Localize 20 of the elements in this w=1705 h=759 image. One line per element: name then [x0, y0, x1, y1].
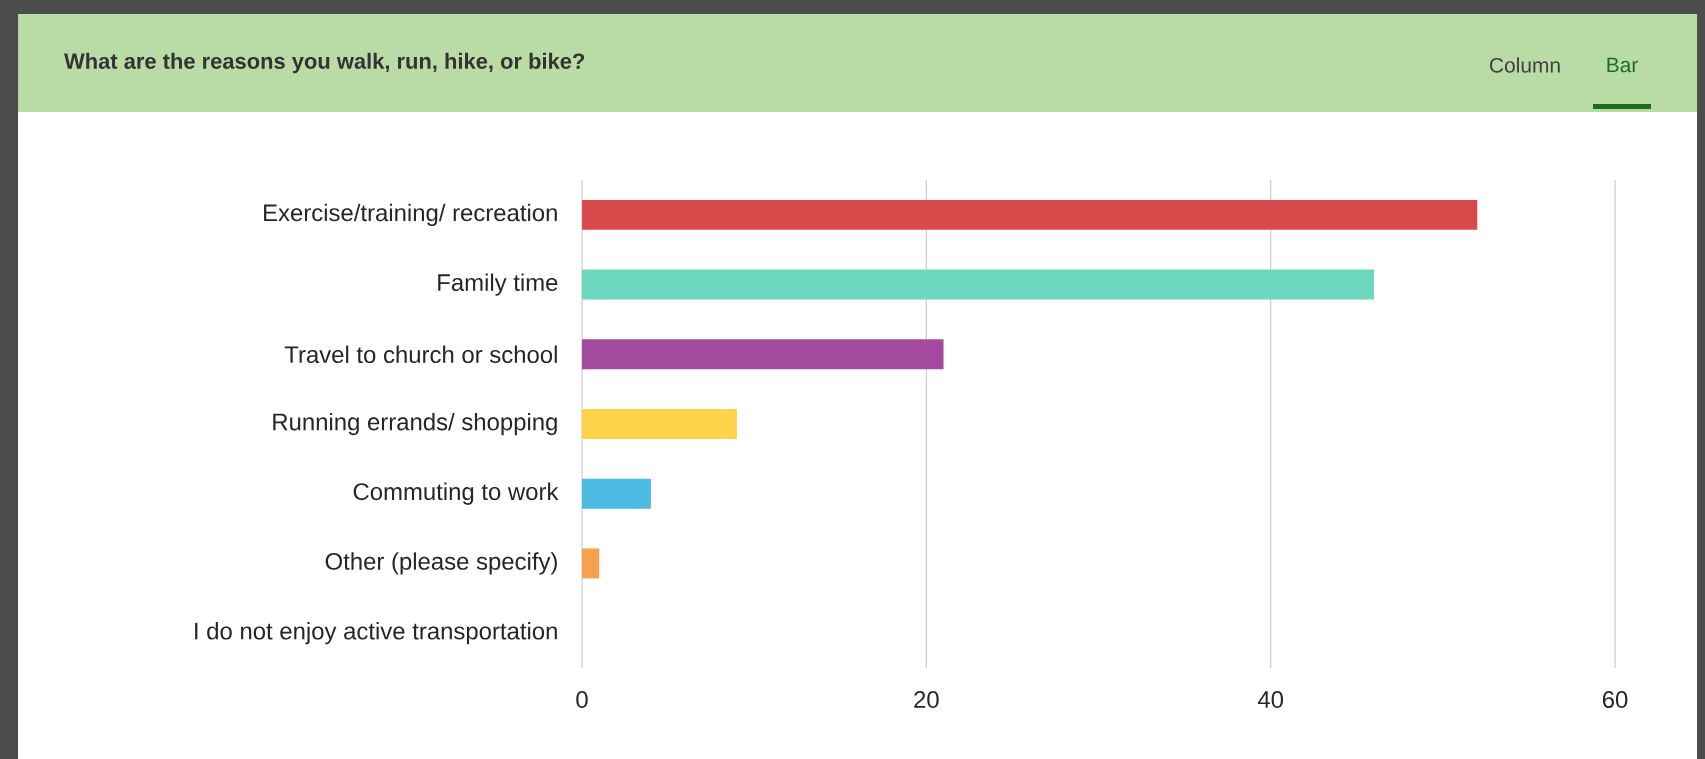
bar — [582, 409, 737, 440]
x-tick-label: 20 — [914, 691, 939, 708]
x-tick-label: 60 — [1602, 691, 1628, 708]
y-tick-label: Commuting to work — [353, 482, 559, 505]
x-tick-label: 40 — [1257, 691, 1284, 708]
bar — [582, 478, 651, 509]
y-tick-label: Exercise/training/ recreation — [264, 203, 557, 227]
y-tick-label: Family time — [438, 273, 558, 296]
y-tick-label: Running errands/ shopping — [273, 412, 557, 436]
y-tick-label: Other (please specify) — [325, 552, 557, 575]
text: Bar — [1607, 57, 1638, 73]
bar — [582, 199, 1478, 230]
x-tick-label: 0 — [576, 691, 588, 708]
bar — [582, 269, 1374, 300]
y-tick-label: I do not enjoy active transportation — [195, 622, 557, 645]
text: What are the reasons you walk, run, hike, or bike? — [64, 52, 585, 74]
bar — [582, 548, 600, 579]
y-tick-label: Travel to church or school — [284, 345, 557, 364]
text: Column — [1490, 57, 1560, 73]
bar — [582, 339, 944, 370]
